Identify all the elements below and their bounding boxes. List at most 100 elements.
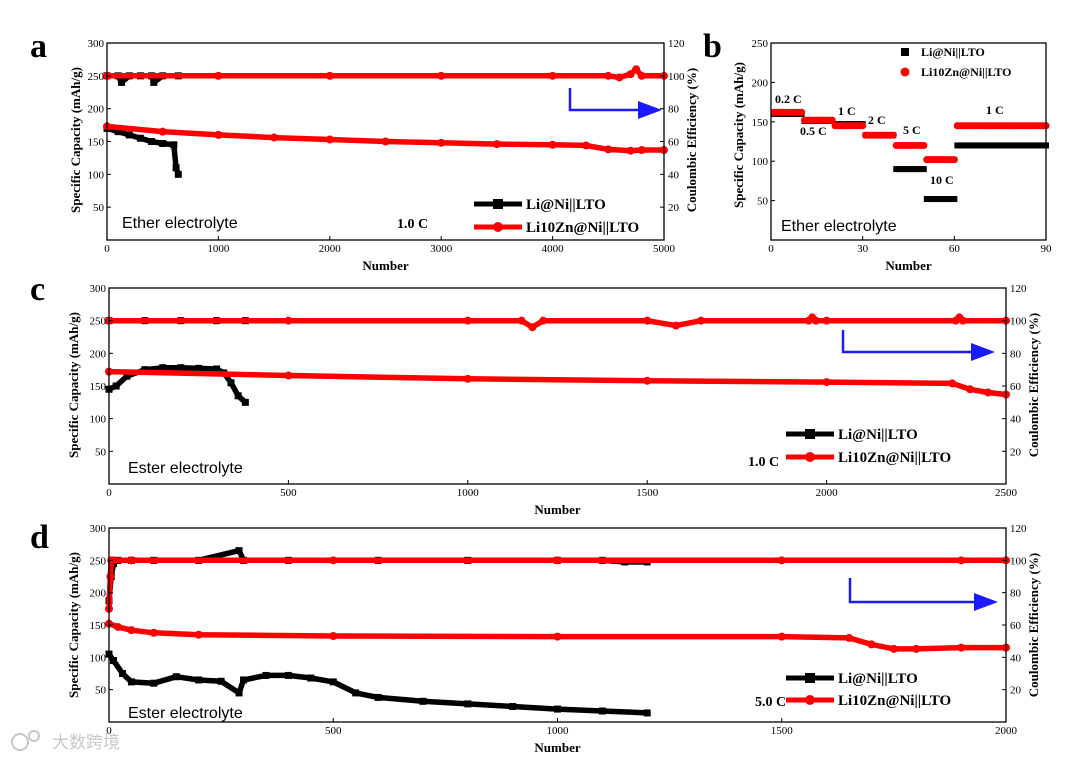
series-line — [106, 314, 1009, 330]
data-point — [632, 65, 641, 74]
y2-tick-label: 100 — [1010, 555, 1027, 567]
data-point — [284, 371, 293, 380]
data-point — [113, 622, 122, 631]
data-point — [933, 196, 939, 203]
data-point — [148, 138, 156, 145]
y-tick-label: 100 — [88, 169, 105, 181]
data-point — [307, 674, 315, 682]
data-point — [966, 142, 973, 149]
x-tick-label: 2500 — [995, 487, 1018, 499]
y-tick-label: 150 — [752, 117, 769, 129]
data-point — [972, 142, 979, 149]
data-point — [106, 572, 115, 581]
data-point — [637, 71, 646, 80]
data-point — [170, 141, 178, 149]
data-point — [241, 398, 249, 406]
rate-step-label: 1 C — [986, 103, 1004, 117]
data-point — [939, 196, 946, 203]
data-point — [235, 547, 243, 555]
x-axis-label: Number — [534, 740, 580, 755]
panel-label-b: b — [703, 28, 722, 65]
x-tick-label: 1500 — [636, 487, 659, 499]
y-axis-label: Specific Capacity (mAh/g) — [731, 62, 746, 208]
legend-marker — [493, 222, 503, 232]
data-point — [917, 166, 924, 173]
data-point — [325, 71, 334, 80]
data-point — [920, 166, 927, 173]
data-point — [997, 142, 1004, 149]
rate-step-label: 2 C — [868, 113, 886, 127]
y2-tick-label: 60 — [1010, 381, 1022, 393]
series-line — [106, 368, 1009, 398]
data-point — [1018, 142, 1025, 149]
y2-tick-label: 120 — [668, 38, 685, 50]
electrolyte-annotation: Ether electrolyte — [781, 218, 897, 235]
data-point — [957, 556, 966, 565]
data-point — [528, 323, 537, 332]
data-point — [991, 142, 998, 149]
y-tick-label: 200 — [88, 104, 105, 116]
data-point — [960, 142, 967, 149]
data-point — [845, 633, 854, 642]
data-point — [127, 556, 136, 565]
y-tick-label: 200 — [90, 348, 107, 360]
y2-tick-label: 60 — [1010, 620, 1022, 632]
axis-arrow-icon — [568, 88, 640, 112]
data-point — [517, 316, 526, 325]
data-point — [235, 689, 243, 697]
data-point — [984, 142, 991, 149]
y-tick-label: 300 — [88, 38, 105, 50]
legend-label: Li@Ni||LTO — [838, 671, 918, 687]
axis-arrow-head-icon — [971, 343, 995, 361]
data-point — [127, 626, 136, 635]
data-point — [822, 316, 831, 325]
data-point — [615, 73, 624, 82]
data-point — [929, 196, 936, 203]
data-point — [889, 131, 897, 139]
data-point — [926, 196, 933, 203]
data-point — [1024, 142, 1031, 149]
data-point — [981, 142, 988, 149]
y-tick-label: 50 — [95, 446, 107, 458]
x-tick-label: 2000 — [816, 487, 839, 499]
data-point — [214, 130, 223, 139]
legend-label: Li10Zn@Ni||LTO — [838, 693, 951, 709]
x-axis-label: Number — [362, 258, 408, 273]
panel-a: a 0 1000 2000 3000 4000 5000 50 100 150 200 250 300 2… — [30, 28, 699, 273]
y-tick-label: 100 — [90, 414, 107, 426]
y-tick-label: 250 — [90, 316, 107, 328]
rate-annotation: 1.0 C — [748, 455, 779, 470]
y2-tick-label: 20 — [1010, 685, 1022, 697]
legend-marker — [805, 452, 815, 462]
data-point — [554, 705, 561, 713]
y-tick-label: 150 — [90, 620, 107, 632]
y2-tick-label: 80 — [1010, 348, 1022, 360]
y2-tick-label: 20 — [668, 202, 680, 214]
data-point — [604, 71, 613, 80]
axis-arrow-icon — [841, 330, 973, 354]
y2-axis-label: Coulombic Efficiency (%) — [1026, 313, 1041, 457]
data-point — [958, 316, 967, 325]
y-tick-label: 100 — [752, 156, 769, 168]
data-point — [945, 196, 952, 203]
data-point — [352, 689, 360, 697]
data-point — [905, 166, 912, 173]
data-point — [329, 678, 337, 686]
electrolyte-annotation: Ether electrolyte — [122, 215, 238, 232]
data-point — [978, 142, 985, 149]
rate-step-label: 0.2 C — [775, 92, 802, 106]
legend-label: Li@Ni||LTO — [838, 427, 918, 443]
data-point — [643, 316, 652, 325]
data-point — [127, 678, 135, 686]
y2-tick-label: 80 — [1010, 588, 1022, 600]
legend-marker — [805, 673, 815, 683]
legend-marker — [805, 695, 815, 705]
data-point — [914, 166, 921, 173]
data-point — [1030, 142, 1037, 149]
data-point — [893, 166, 900, 173]
watermark: 大数跨境 — [11, 730, 120, 753]
data-point — [329, 631, 338, 640]
watermark-text: 大数跨境 — [52, 733, 120, 753]
data-point — [117, 78, 125, 86]
data-point — [867, 640, 876, 649]
